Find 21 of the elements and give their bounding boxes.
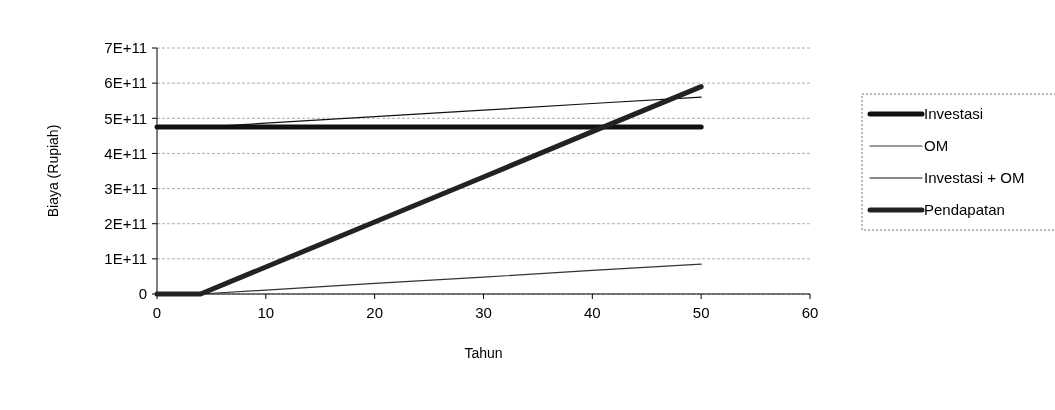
legend-label: Investasi + OM [924, 169, 1025, 187]
y-tick-label: 0 [138, 285, 147, 303]
y-tick-label: 3E+11 [104, 179, 147, 197]
x-tick-label: 10 [257, 304, 275, 321]
x-tick-label: 0 [152, 304, 162, 321]
x-tick-label: 20 [366, 304, 384, 321]
y-tick-label: 5E+11 [104, 109, 147, 127]
y-tick-label: 2E+11 [104, 214, 147, 232]
x-tick-label: 60 [801, 304, 819, 321]
legend-label: Pendapatan [924, 201, 1005, 219]
x-tick-label: 50 [692, 304, 710, 321]
y-tick-label: 6E+11 [104, 74, 147, 92]
x-tick-label: 30 [475, 304, 492, 321]
legend-label: Investasi [924, 105, 984, 123]
y-tick-label: 1E+11 [104, 250, 147, 268]
legend-label: OM [924, 137, 949, 155]
x-tick-label: 40 [583, 304, 601, 321]
y-tick-label: 7E+11 [104, 39, 147, 57]
y-axis-title: Biaya (Rupiah) [45, 124, 61, 218]
x-axis-title: Tahun [464, 345, 503, 361]
y-tick-label: 4E+11 [104, 144, 147, 162]
